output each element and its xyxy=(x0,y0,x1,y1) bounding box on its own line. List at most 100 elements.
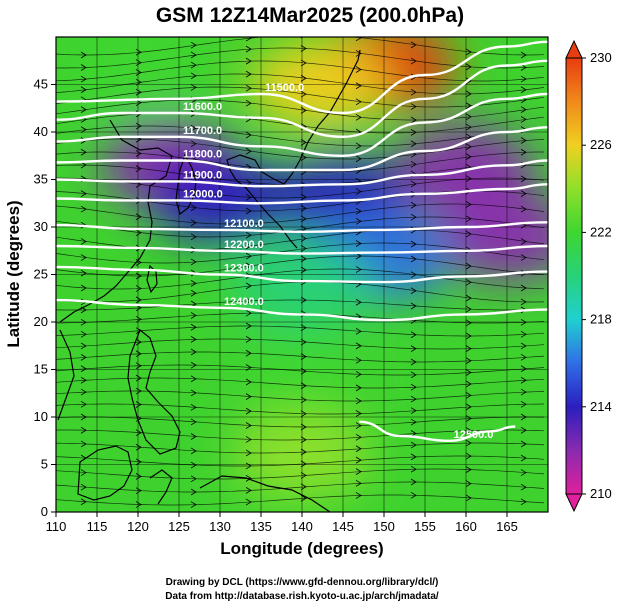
wind-arrowhead xyxy=(355,468,362,475)
height-contours xyxy=(56,40,548,443)
height-contour xyxy=(56,126,548,172)
wind-arrowhead xyxy=(245,378,252,386)
y-axis-ticks: 0 5 10 15 20 25 30 35 40 45 xyxy=(34,77,56,519)
colorbar-tick-label: 222 xyxy=(590,224,612,239)
wind-arrowhead xyxy=(80,318,87,326)
wind-arrowhead xyxy=(300,154,307,161)
wind-arrowhead xyxy=(80,254,87,261)
wind-arrowhead xyxy=(80,365,87,373)
height-contour xyxy=(56,244,548,255)
wind-arrowhead xyxy=(135,501,142,508)
x-tick-label: 160 xyxy=(455,519,477,534)
wind-arrowhead xyxy=(410,57,417,65)
y-tick-label: 45 xyxy=(34,77,48,92)
wind-arrowhead xyxy=(520,51,527,59)
wind-streamline xyxy=(56,37,545,56)
wind-streamline xyxy=(56,242,545,264)
wind-arrowhead xyxy=(190,501,197,509)
wind-arrowhead xyxy=(80,75,87,83)
wind-arrowhead xyxy=(135,165,142,172)
wind-arrowhead xyxy=(190,41,197,49)
wind-arrowhead xyxy=(410,465,417,473)
wind-arrowhead xyxy=(135,272,142,280)
wind-arrowhead xyxy=(520,330,527,338)
wind-arrowhead xyxy=(190,72,197,80)
contour-label: 12500.0 xyxy=(454,429,494,441)
wind-arrowhead xyxy=(190,488,197,496)
wind-streamline xyxy=(56,177,545,199)
wind-arrowhead xyxy=(300,90,307,98)
x-tick-label: 130 xyxy=(209,519,231,534)
wind-arrowhead xyxy=(520,64,527,71)
wind-arrowhead xyxy=(410,201,417,209)
height-contour xyxy=(56,92,548,158)
wind-arrowhead xyxy=(245,309,252,317)
wind-arrowhead xyxy=(135,48,142,56)
wind-arrowhead xyxy=(520,376,527,384)
wind-arrowhead xyxy=(190,204,197,212)
colorbar-tick-label: 218 xyxy=(590,312,612,327)
wind-arrowhead xyxy=(135,229,142,237)
height-contour xyxy=(359,420,516,443)
wind-arrowhead xyxy=(520,388,527,396)
wind-arrowhead xyxy=(355,397,362,405)
wind-arrowhead xyxy=(300,193,307,201)
wind-arrowhead xyxy=(410,213,417,221)
wind-arrowhead xyxy=(520,254,527,261)
wind-arrowhead xyxy=(80,238,87,245)
wind-arrowhead xyxy=(135,401,142,408)
height-contour xyxy=(56,59,548,139)
wind-arrowhead xyxy=(300,205,307,212)
wind-arrowhead xyxy=(190,475,197,483)
wind-arrowhead xyxy=(355,479,362,487)
wind-arrowhead xyxy=(245,131,252,139)
wind-arrowhead xyxy=(520,75,527,83)
x-tick-label: 155 xyxy=(414,519,436,534)
x-tick-label: 145 xyxy=(332,519,354,534)
wind-arrowhead xyxy=(245,393,252,400)
wind-arrowhead xyxy=(190,461,197,469)
wind-arrowhead xyxy=(80,205,87,213)
wind-arrowhead xyxy=(245,422,252,429)
wind-arrowhead xyxy=(355,298,362,306)
wind-arrowhead xyxy=(355,37,362,42)
wind-arrowhead xyxy=(245,462,252,470)
wind-arrowhead xyxy=(135,99,142,107)
wind-arrowhead xyxy=(245,84,252,92)
wind-arrowhead xyxy=(465,466,472,473)
colorbar-max-triangle xyxy=(565,39,583,59)
contour-label: 11900.0 xyxy=(183,169,222,181)
wind-arrowhead xyxy=(80,483,87,491)
wind-arrowhead xyxy=(520,116,527,123)
wind-arrowhead xyxy=(245,336,252,343)
wind-arrowhead xyxy=(465,345,472,352)
wind-arrowhead xyxy=(190,403,197,411)
wind-arrowhead xyxy=(355,445,362,453)
wind-arrowhead xyxy=(410,345,417,352)
wind-arrowhead xyxy=(520,400,527,408)
wind-arrowhead xyxy=(520,454,527,462)
wind-arrowhead xyxy=(355,217,362,225)
wind-arrowhead xyxy=(245,57,252,65)
wind-arrowhead xyxy=(190,375,197,383)
wind-arrowhead xyxy=(465,113,472,121)
wind-arrowhead xyxy=(80,388,87,396)
contour-label: 12400.0 xyxy=(224,296,264,308)
wind-streamline xyxy=(56,86,545,108)
wind-arrowhead xyxy=(410,383,417,391)
wind-arrowhead xyxy=(135,88,142,96)
wind-streamline xyxy=(56,125,545,147)
wind-arrowhead xyxy=(355,422,362,429)
y-tick-label: 40 xyxy=(34,124,48,139)
wind-arrowhead xyxy=(465,153,472,161)
wind-arrowhead xyxy=(520,86,527,94)
wind-arrowhead xyxy=(245,449,252,457)
wind-arrowhead xyxy=(465,380,472,388)
wind-arrowhead xyxy=(300,245,307,252)
coastline-indochina xyxy=(57,329,75,421)
wind-arrowhead xyxy=(355,356,362,364)
x-tick-label: 165 xyxy=(496,519,518,534)
wind-arrowhead xyxy=(190,447,197,455)
wind-arrowhead xyxy=(80,106,87,113)
wind-arrowhead xyxy=(465,392,472,399)
